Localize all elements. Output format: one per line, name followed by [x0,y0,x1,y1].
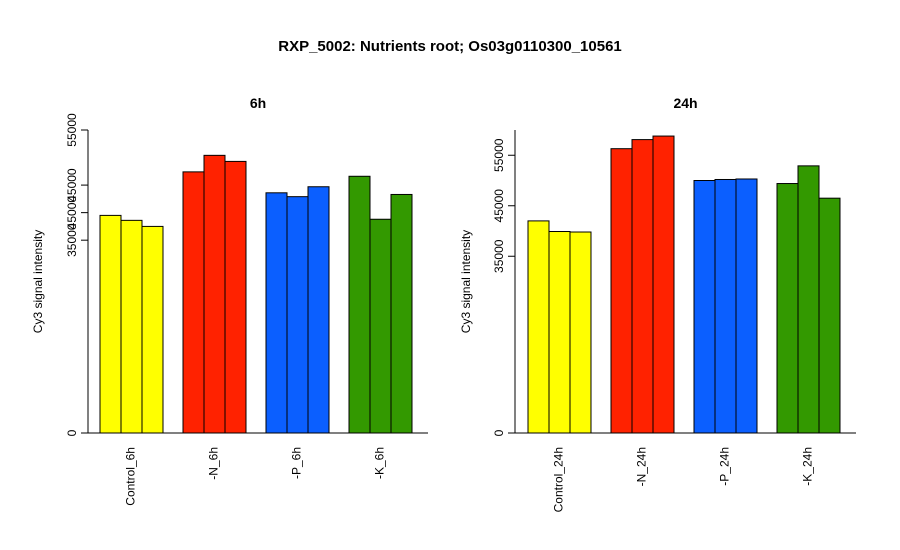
bar-Control_6h-2 [120,219,143,434]
y-tick-label: 45000 [65,196,79,230]
bar--P_6h-3 [307,186,330,434]
x-tick-label: -P_24h [718,447,732,486]
bar-Control_6h-3 [141,225,164,434]
y-tick-label: 35000 [65,223,79,257]
bar--P_24h-3 [735,178,758,434]
bar--K_6h-1 [348,175,371,434]
bar--P_6h-2 [286,196,309,434]
bar--N_6h-3 [224,160,247,434]
panel-title: 24h [673,95,697,111]
y-tick-label: 45000 [492,189,506,223]
x-tick-label: -N_6h [207,447,221,480]
bar--N_24h-3 [652,135,675,434]
y-tick-label: 55000 [492,138,506,172]
bar-Control_24h-3 [569,231,592,434]
chart-panel-1: 24h Cy3 signal intensity 0 35000 45000 55000 C… [459,95,856,512]
x-tick-label: Control_24h [552,447,566,512]
y-tick-label: 35000 [492,239,506,273]
x-tick-label: -K_6h [373,447,387,479]
y-tick-label: 0 [492,429,506,436]
bar--N_24h-2 [631,139,654,434]
bar--N_6h-2 [203,154,226,434]
x-tick-label: -K_24h [801,447,815,486]
bar--K_6h-3 [390,193,413,434]
bar--P_6h-1 [265,192,288,434]
bar--P_24h-2 [714,178,737,434]
bar--K_24h-2 [797,165,820,434]
bar--N_24h-1 [610,148,633,434]
bar--K_6h-2 [369,218,392,434]
y-tick-label: 45000 [65,168,79,202]
bar-Control_6h-1 [99,214,122,434]
y-tick-label: 0 [65,429,79,436]
x-tick-label: -P_6h [290,447,304,479]
y-axis-label: Cy3 signal intensity [31,230,45,333]
panel-title: 6h [250,95,266,111]
y-axis-label: Cy3 signal intensity [459,230,473,333]
x-tick-label: Control_6h [124,447,138,506]
main-title: RXP_5002: Nutrients root; Os03g0110300_1… [278,38,622,55]
bar--P_24h-1 [693,180,716,434]
y-tick-label: 55000 [65,113,79,147]
x-tick-label: -N_24h [635,447,649,486]
bar--N_6h-1 [182,171,205,434]
bar-Control_24h-2 [548,231,571,434]
bar-Control_24h-1 [527,220,550,434]
bar--K_24h-1 [776,183,799,434]
bar--K_24h-3 [818,197,841,434]
